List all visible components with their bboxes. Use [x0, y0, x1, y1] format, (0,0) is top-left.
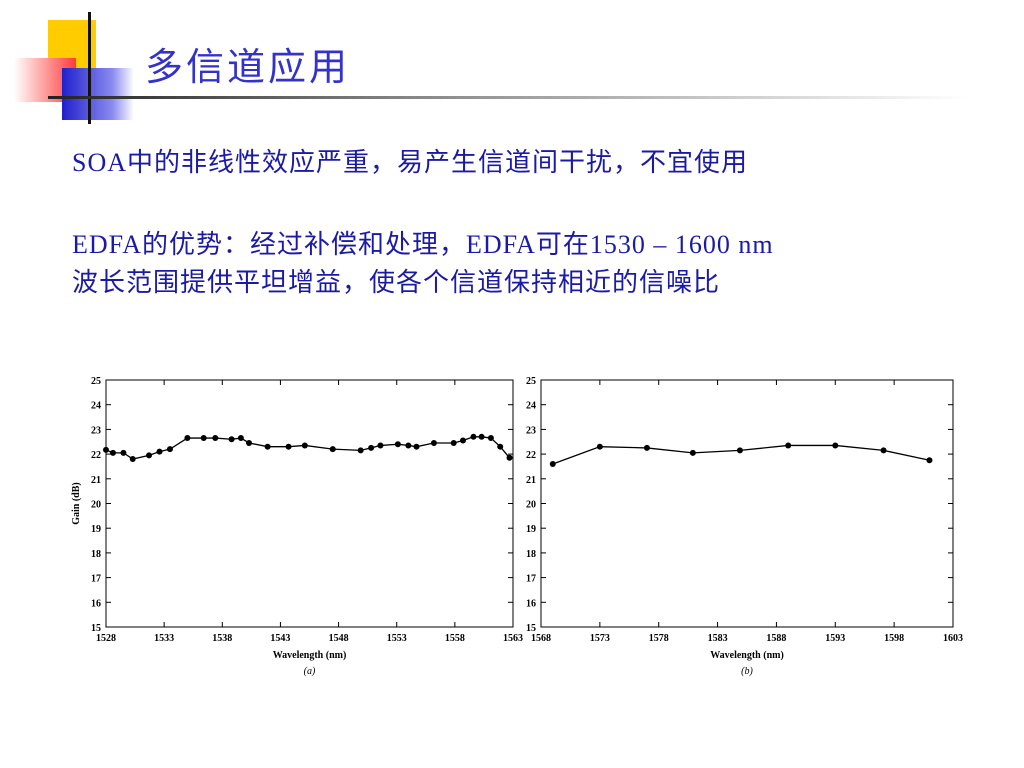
x-tick-label: 1573: [590, 633, 610, 644]
data-point: [430, 439, 437, 446]
data-point: [285, 443, 292, 450]
data-point: [200, 435, 207, 442]
paragraph: SOA中的非线性效应严重，易产生信道间干扰，不宜使用: [72, 144, 748, 182]
y-tick-label: 17: [526, 574, 536, 585]
data-point: [146, 452, 153, 459]
data-point: [237, 435, 244, 442]
y-tick-label: 23: [91, 425, 101, 436]
y-tick-label: 17: [91, 574, 101, 585]
text-line: 波长范围提供平坦增益，使各个信道保持相近的信噪比: [72, 268, 721, 297]
y-tick-label: 16: [91, 598, 101, 609]
paragraph: EDFA的优势：经过补偿和处理，EDFA可在1530 – 1600 nm 波长范…: [72, 226, 774, 302]
y-tick-label: 15: [91, 623, 101, 634]
y-tick-label: 18: [526, 549, 536, 560]
plot-frame: [540, 379, 954, 628]
data-point: [301, 442, 308, 449]
x-tick-label: 1553: [387, 633, 407, 644]
data-point: [832, 442, 839, 449]
data-line: [105, 436, 511, 460]
data-point: [643, 444, 650, 451]
data-point: [478, 433, 485, 440]
data-point: [487, 435, 494, 442]
data-point: [459, 437, 466, 444]
y-tick-label: 19: [526, 524, 536, 535]
y-tick-label: 21: [526, 475, 536, 486]
data-point: [926, 457, 933, 464]
plot-frame: [105, 379, 514, 628]
x-tick-label: 1578: [649, 633, 669, 644]
data-point: [736, 447, 743, 454]
data-point: [450, 439, 457, 446]
x-tick-label: 1543: [270, 633, 290, 644]
data-point: [264, 443, 271, 450]
x-tick-label: 1588: [766, 633, 786, 644]
y-tick-label: 20: [91, 500, 101, 511]
x-tick-label: 1598: [884, 633, 904, 644]
data-point: [103, 446, 109, 453]
x-tick-label: 1533: [154, 633, 174, 644]
x-tick-label: 1528: [96, 633, 116, 644]
y-tick-label: 20: [526, 500, 536, 511]
data-point: [506, 454, 513, 461]
data-point: [357, 447, 364, 454]
data-point: [689, 449, 696, 456]
decoration: [48, 96, 968, 99]
y-tick-label: 22: [91, 450, 101, 461]
chart-caption: (b): [741, 666, 753, 677]
decoration: [88, 12, 91, 124]
y-tick-label: 22: [526, 450, 536, 461]
data-point: [470, 433, 477, 440]
x-tick-label: 1548: [329, 633, 349, 644]
text-line: SOA中的非线性效应严重，易产生信道间干扰，不宜使用: [72, 148, 749, 177]
x-axis-label: Wavelength (nm): [273, 650, 347, 661]
x-tick-label: 1583: [708, 633, 728, 644]
data-point: [156, 448, 163, 455]
chart-caption: (a): [304, 666, 316, 677]
x-tick-label: 1563: [503, 633, 523, 644]
text-line: EDFA的优势：经过补偿和处理，EDFA可在1530 – 1600 nm: [72, 230, 774, 259]
y-tick-label: 15: [526, 623, 536, 634]
y-tick-label: 21: [91, 475, 101, 486]
slide-title: 多信道应用: [145, 45, 351, 89]
data-point: [329, 446, 336, 453]
y-tick-label: 23: [526, 425, 536, 436]
x-tick-label: 1538: [212, 633, 232, 644]
data-point: [120, 449, 127, 456]
data-point: [497, 443, 504, 450]
x-tick-label: 1593: [825, 633, 845, 644]
x-tick-label: 1603: [943, 633, 963, 644]
data-point: [109, 449, 116, 456]
y-tick-label: 24: [91, 401, 101, 412]
data-point: [549, 460, 556, 467]
data-point: [394, 441, 401, 448]
data-point: [880, 447, 887, 454]
y-tick-label: 16: [526, 598, 536, 609]
data-point: [413, 443, 420, 450]
x-axis-label: Wavelength (nm): [710, 650, 784, 661]
y-axis-label: Gain (dB): [71, 482, 82, 525]
y-tick-label: 18: [91, 549, 101, 560]
data-point: [184, 435, 191, 442]
y-tick-label: 25: [526, 376, 536, 387]
data-point: [368, 444, 375, 451]
data-point: [596, 443, 603, 450]
y-tick-label: 19: [91, 524, 101, 535]
data-point: [166, 446, 173, 453]
x-tick-label: 1568: [531, 633, 551, 644]
y-tick-label: 24: [526, 401, 536, 412]
data-point: [212, 435, 219, 442]
y-tick-label: 25: [91, 376, 101, 387]
data-point: [785, 442, 792, 449]
decoration: [62, 68, 134, 120]
data-point: [246, 439, 253, 446]
data-point: [405, 442, 412, 449]
data-point: [377, 442, 384, 449]
x-tick-label: 1558: [445, 633, 465, 644]
data-point: [228, 436, 235, 443]
data-point: [129, 456, 136, 463]
